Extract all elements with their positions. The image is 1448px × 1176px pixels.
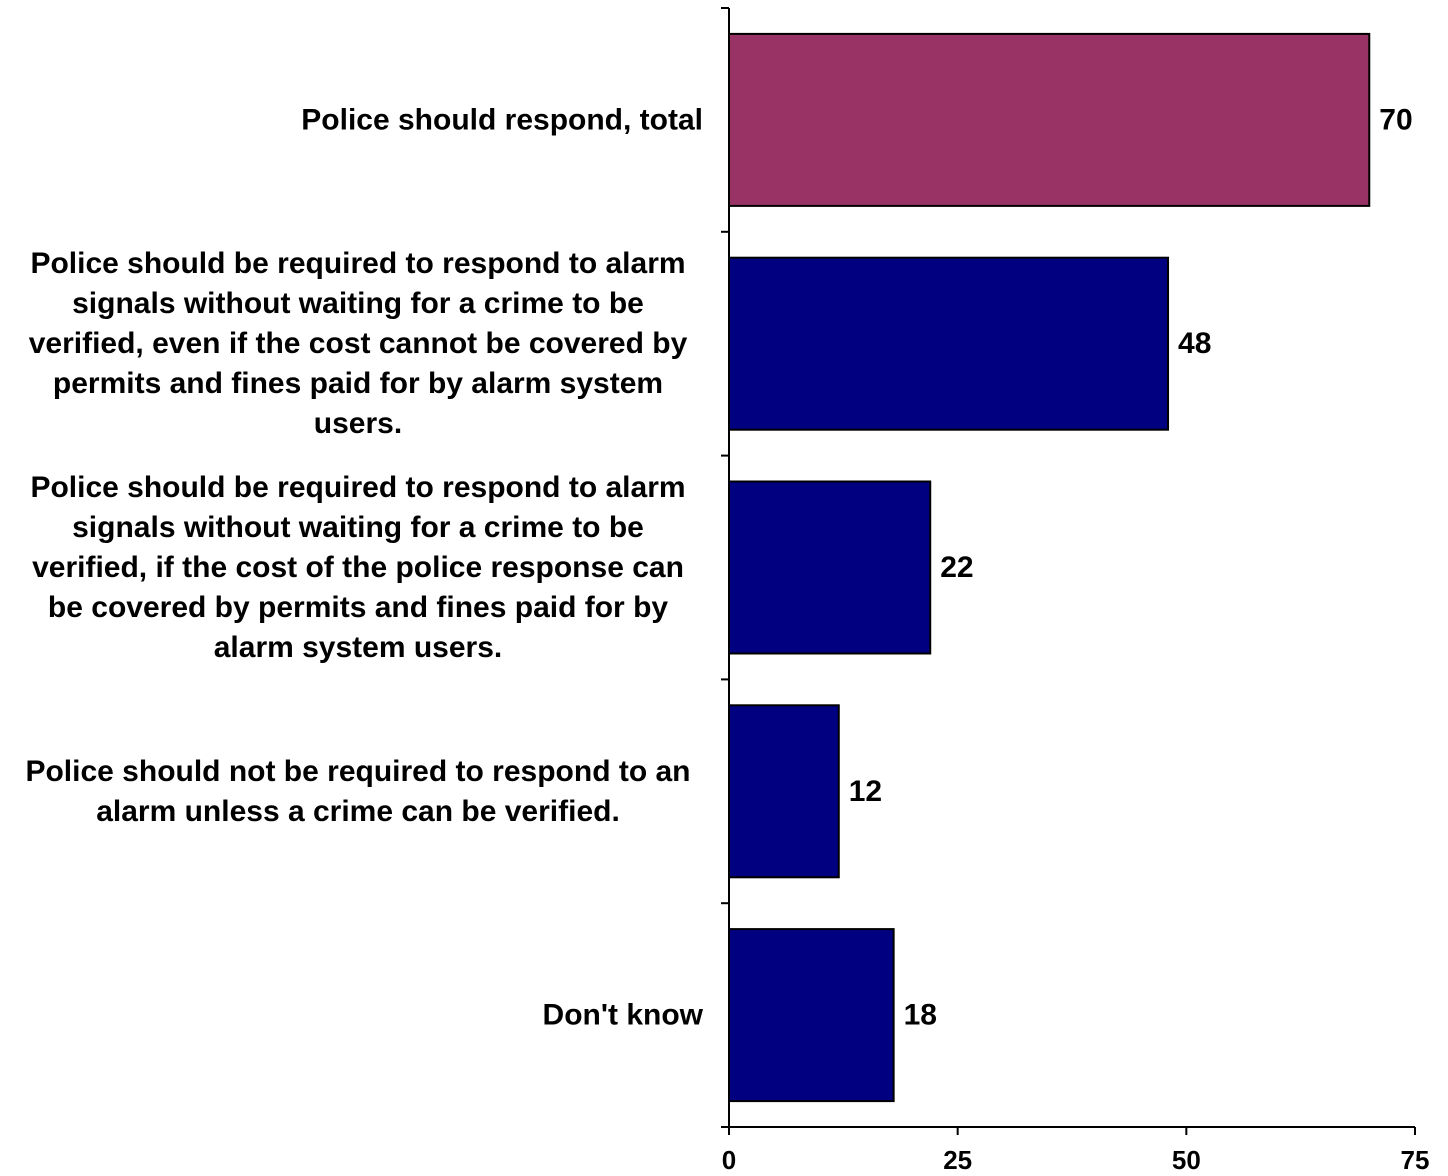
category-label-3: Police should be required to respond to …	[30, 471, 685, 664]
category-label-1: Police should respond, total	[301, 103, 703, 136]
category-label-line: Police should be required to respond to …	[30, 471, 685, 504]
axes-group	[721, 7, 1416, 1135]
bar-2	[728, 256, 1170, 431]
value-label-2: 48	[1178, 327, 1211, 360]
bar-3	[728, 480, 932, 655]
category-label-line: Police should not be required to respond…	[25, 755, 690, 788]
category-label-line: alarm unless a crime can be verified.	[96, 795, 620, 828]
category-label-line: alarm system users.	[214, 631, 503, 664]
category-label-line: be covered by permits and fines paid for…	[48, 591, 668, 624]
value-label-1: 70	[1379, 103, 1412, 136]
category-label-line: signals without waiting for a crime to b…	[72, 287, 644, 320]
category-label-line: verified, even if the cost cannot be cov…	[29, 327, 688, 360]
category-label-line: Don't know	[543, 999, 704, 1032]
bar-5	[728, 928, 895, 1103]
category-label-line: Police should be required to respond to …	[30, 247, 685, 280]
x-tick-label-25: 25	[943, 1145, 972, 1175]
x-tick-label-0: 0	[722, 1145, 736, 1175]
category-label-5: Don't know	[543, 999, 704, 1032]
labels-group: 70 Police should respond, total 48 Police s…	[25, 103, 1429, 1175]
x-tick-label-50: 50	[1172, 1145, 1201, 1175]
category-label-4: Police should not be required to respond…	[25, 755, 690, 828]
value-label-5: 18	[904, 999, 937, 1032]
value-label-4: 12	[849, 775, 882, 808]
bar-1	[728, 32, 1371, 207]
category-label-line: permits and fines paid for by alarm syst…	[53, 367, 663, 400]
x-tick-label-75: 75	[1401, 1145, 1430, 1175]
category-label-line: Police should respond, total	[301, 103, 703, 136]
bar-4	[728, 704, 840, 879]
value-label-3: 22	[940, 551, 973, 584]
category-label-line: verified, if the cost of the police resp…	[32, 551, 684, 584]
category-label-line: users.	[314, 407, 402, 440]
bars-group	[728, 32, 1371, 1103]
category-label-2: Police should be required to respond to …	[29, 247, 688, 440]
category-label-line: signals without waiting for a crime to b…	[72, 511, 644, 544]
